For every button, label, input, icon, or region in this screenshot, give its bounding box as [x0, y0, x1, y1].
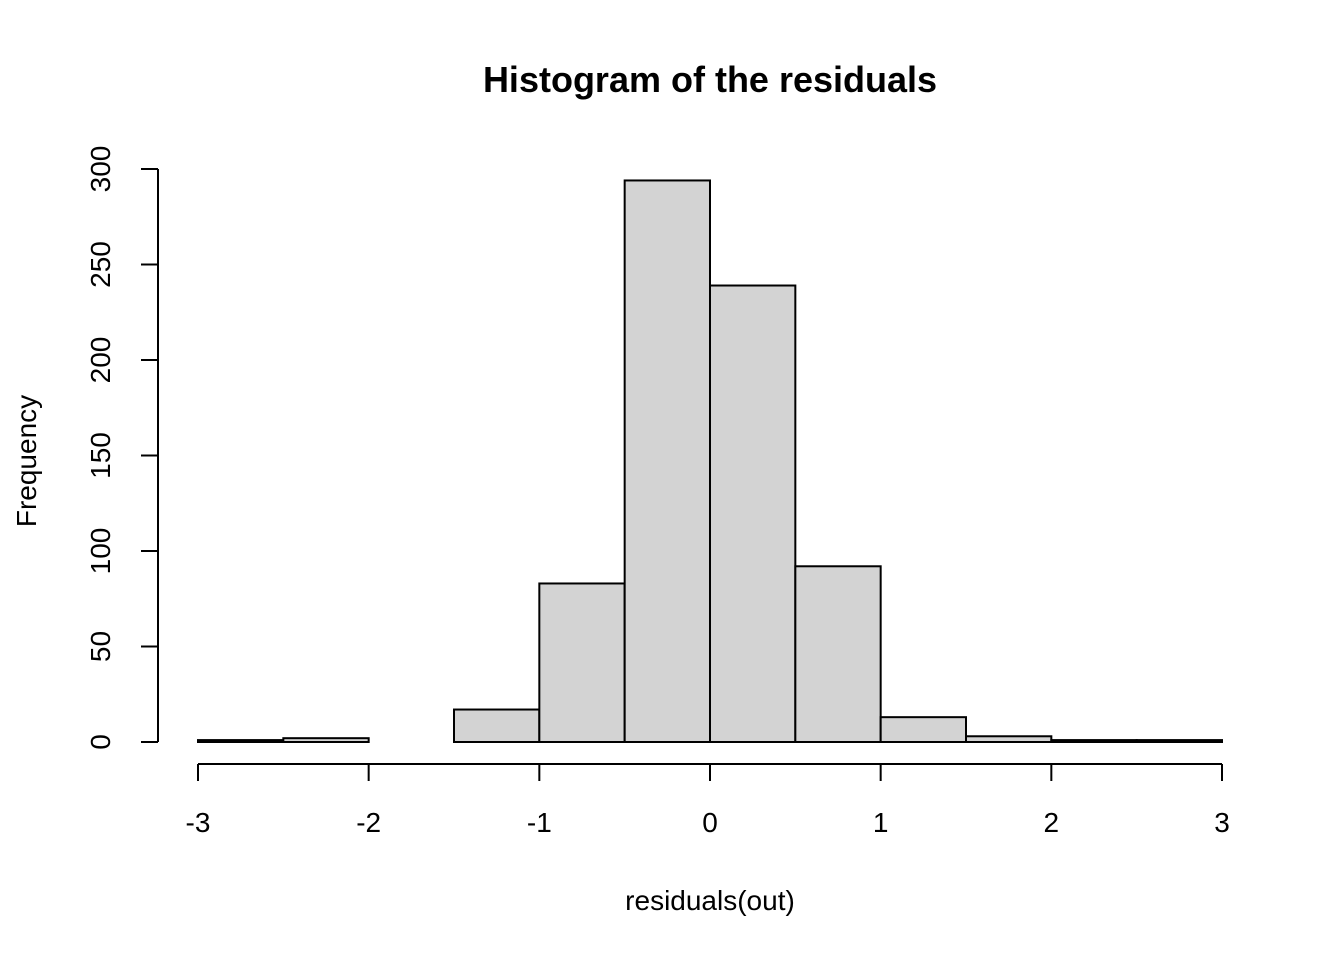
chart-title: Histogram of the residuals	[483, 59, 937, 100]
x-tick-label: 3	[1214, 807, 1230, 838]
y-tick-label: 150	[85, 432, 116, 479]
x-tick-label: 2	[1044, 807, 1060, 838]
x-axis: -3 -2 -1 0 1 2 3	[186, 763, 1230, 838]
y-tick-label: 300	[85, 146, 116, 193]
histogram-bar	[965, 735, 1053, 744]
x-tick-label: 1	[873, 807, 889, 838]
histogram-bar	[197, 739, 285, 744]
x-tick-label: -3	[186, 807, 211, 838]
x-axis-label: residuals(out)	[625, 885, 795, 916]
y-tick-label: 250	[85, 241, 116, 288]
histogram-bar	[453, 708, 541, 744]
histogram-bar	[794, 565, 882, 744]
histogram-bar	[538, 582, 626, 743]
y-tick-label: 50	[85, 631, 116, 662]
histogram-bar	[282, 737, 370, 743]
histogram-bar	[1050, 739, 1138, 744]
x-tick-label: 0	[702, 807, 718, 838]
histogram-bar	[623, 179, 712, 743]
y-tick-label: 100	[85, 528, 116, 575]
histogram-bar	[879, 716, 968, 743]
y-axis: 0 50 100 150 200 250 300	[85, 146, 159, 750]
histogram-bar	[709, 284, 797, 743]
y-axis-label: Frequency	[11, 395, 42, 527]
bars	[197, 179, 1223, 744]
x-tick-label: -2	[356, 807, 381, 838]
x-tick-label: -1	[527, 807, 552, 838]
y-tick-label: 0	[85, 734, 116, 750]
histogram-bar	[1135, 739, 1223, 744]
y-tick-label: 200	[85, 337, 116, 384]
